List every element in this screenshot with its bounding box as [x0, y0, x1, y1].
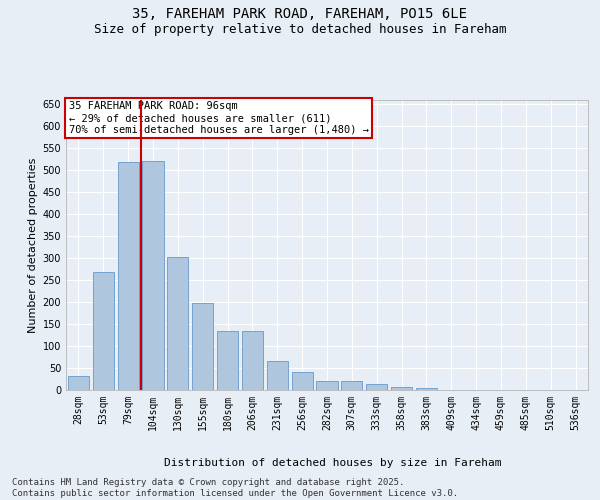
Y-axis label: Number of detached properties: Number of detached properties: [28, 158, 38, 332]
Bar: [192, 302, 213, 390]
Bar: [217, 331, 238, 390]
Bar: [366, 384, 387, 390]
Text: Contains HM Land Registry data © Crown copyright and database right 2025.
Contai: Contains HM Land Registry data © Crown c…: [12, 478, 458, 498]
Text: 35, FAREHAM PARK ROAD, FAREHAM, PO15 6LE: 35, FAREHAM PARK ROAD, FAREHAM, PO15 6LE: [133, 8, 467, 22]
Bar: [316, 381, 338, 390]
Bar: [292, 372, 313, 390]
Bar: [391, 388, 412, 390]
Bar: [167, 257, 188, 390]
Bar: [142, 161, 164, 390]
Bar: [68, 376, 89, 390]
Text: Distribution of detached houses by size in Fareham: Distribution of detached houses by size …: [164, 458, 502, 468]
Bar: [267, 360, 288, 390]
Bar: [93, 272, 114, 390]
Bar: [416, 388, 437, 390]
Bar: [242, 331, 263, 390]
Text: 35 FAREHAM PARK ROAD: 96sqm
← 29% of detached houses are smaller (611)
70% of se: 35 FAREHAM PARK ROAD: 96sqm ← 29% of det…: [68, 102, 368, 134]
Text: Size of property relative to detached houses in Fareham: Size of property relative to detached ho…: [94, 22, 506, 36]
Bar: [118, 162, 139, 390]
Bar: [341, 381, 362, 390]
